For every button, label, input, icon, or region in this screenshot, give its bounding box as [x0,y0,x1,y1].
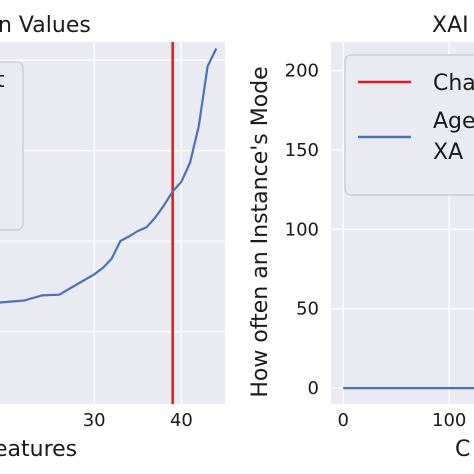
left-series-lines [0,48,218,304]
left-x-tick: 30 [83,410,106,431]
left-x-tick-labels: 30 40 [83,410,193,431]
right-y-axis-label: How often an Instance's Mode [248,66,273,397]
left-legend-box [0,61,24,231]
left-x-axis-label: eatures [0,437,77,462]
right-chart: 0 50 100 150 200 0 100 XAI C How often an Ins… [248,13,474,462]
right-y-tick: 150 [285,140,319,161]
right-x-axis-label: C [455,437,470,462]
left-gridlines [0,42,225,404]
left-legend: t [0,61,24,231]
left-plot-area [0,42,225,404]
right-x-tick: 0 [337,410,348,431]
left-chart: 30 40 n Values eatures t [0,13,225,462]
right-x-tick: 100 [432,410,466,431]
right-y-tick: 200 [285,61,319,82]
legend-label-2b: XA [433,140,463,165]
legend-label-2a: Age [433,109,474,134]
right-y-tick: 50 [296,299,319,320]
right-legend: Cha Age XA [344,54,474,196]
left-x-tick: 40 [170,410,193,431]
right-chart-title: XAI [432,13,469,38]
right-y-tick: 100 [285,219,319,240]
right-x-tick-labels: 0 100 [337,410,466,431]
left-series-line [0,48,218,304]
left-legend-label: t [0,68,5,93]
right-y-tick-labels: 0 50 100 150 200 [285,61,319,400]
right-legend-box [344,54,474,196]
left-chart-title: n Values [0,13,91,38]
legend-label-1: Cha [433,71,474,96]
right-y-tick: 0 [308,378,319,399]
